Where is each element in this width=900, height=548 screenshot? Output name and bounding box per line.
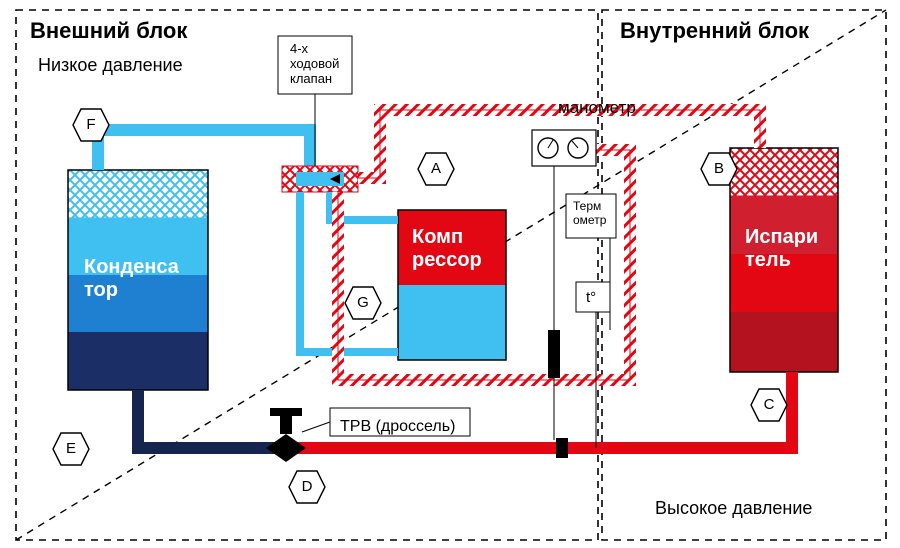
label-outer: Внешний блок: [30, 18, 187, 43]
hex-F-label: F: [72, 108, 110, 142]
hex-E-label: E: [52, 432, 90, 466]
label-tSign: t°: [586, 289, 596, 306]
hex-D: D: [288, 470, 326, 504]
hex-A: A: [417, 152, 455, 186]
hex-A-label: A: [417, 152, 455, 186]
hex-F: F: [72, 108, 110, 142]
hex-G: G: [344, 286, 382, 320]
label-thermo: Терм ометр: [573, 200, 606, 228]
label-lowP: Низкое давление: [38, 55, 183, 76]
sensor-probe-2: [556, 438, 568, 458]
label-mano: манометр: [558, 98, 636, 118]
label-valve: 4-х ходовой клапан: [290, 42, 339, 87]
label-cond: Конденса тор: [84, 256, 179, 302]
hex-B: B: [700, 152, 738, 186]
pipe-navy: [138, 390, 286, 448]
label-inner: Внутренний блок: [620, 18, 809, 43]
hex-C-label: C: [750, 388, 788, 422]
label-highP: Высокое давление: [655, 498, 812, 519]
label-comp: Комп рессор: [412, 226, 482, 272]
hex-C: C: [750, 388, 788, 422]
label-trv: ТРВ (дроссель): [340, 418, 455, 436]
hex-B-label: B: [700, 152, 738, 186]
hex-E: E: [52, 432, 90, 466]
hex-G-label: G: [344, 286, 382, 320]
diagram-stage: A B C D E F G Внешний блок Внутренний блок…: [0, 0, 900, 548]
hex-D-label: D: [288, 470, 326, 504]
pipe-cyan-main: [98, 130, 310, 172]
label-evap: Испари тель: [745, 226, 818, 272]
